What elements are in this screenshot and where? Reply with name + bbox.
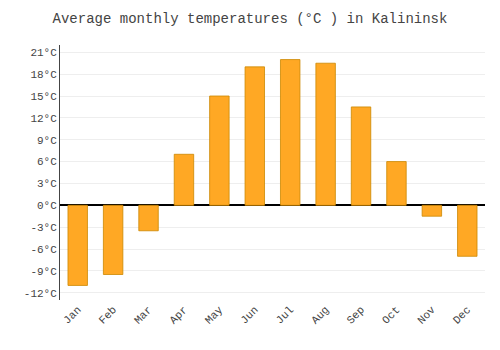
svg-text:Jul: Jul: [274, 304, 296, 326]
svg-text:Mar: Mar: [132, 304, 154, 326]
svg-text:15°C: 15°C: [30, 91, 57, 103]
svg-text:Average monthly temperatures (: Average monthly temperatures (°C ) in Ka…: [53, 11, 448, 27]
svg-text:-12°C: -12°C: [24, 288, 57, 300]
svg-text:Dec: Dec: [451, 304, 473, 326]
svg-text:9°C: 9°C: [37, 135, 57, 147]
svg-text:3°C: 3°C: [37, 178, 57, 190]
svg-text:Jun: Jun: [238, 304, 260, 326]
svg-text:May: May: [203, 304, 226, 327]
svg-text:18°C: 18°C: [30, 69, 57, 81]
svg-text:-9°C: -9°C: [30, 266, 57, 278]
svg-text:0°C: 0°C: [37, 200, 57, 212]
svg-text:Nov: Nov: [415, 304, 438, 327]
svg-text:12°C: 12°C: [30, 113, 57, 125]
svg-text:-3°C: -3°C: [30, 222, 57, 234]
svg-text:Sep: Sep: [345, 304, 367, 326]
svg-text:Jan: Jan: [61, 304, 83, 326]
svg-text:Apr: Apr: [167, 304, 189, 326]
svg-text:21°C: 21°C: [30, 47, 57, 59]
svg-text:Aug: Aug: [309, 304, 331, 326]
svg-text:Oct: Oct: [380, 304, 402, 326]
svg-text:6°C: 6°C: [37, 156, 57, 168]
svg-text:Feb: Feb: [97, 304, 119, 326]
svg-text:-6°C: -6°C: [30, 244, 57, 256]
